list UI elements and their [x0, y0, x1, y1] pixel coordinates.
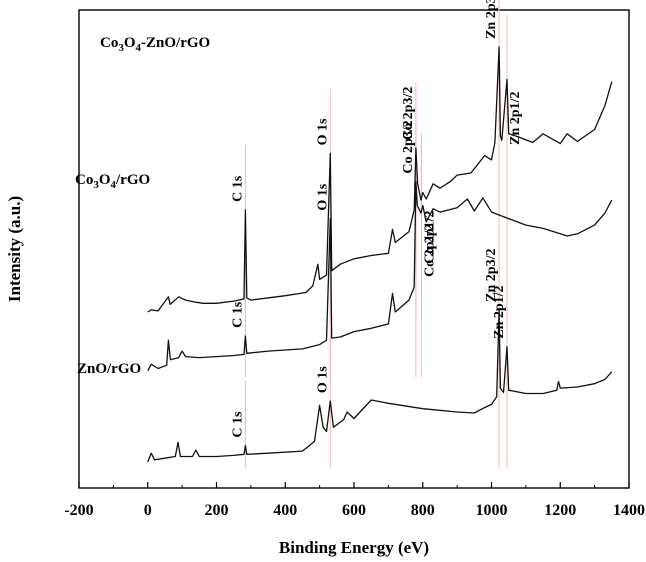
- peak-label: O 1s: [315, 366, 330, 393]
- x-axis: -200 0 200 400 600 800 1000 1200 1400: [64, 482, 645, 519]
- x-tick-label: 1000: [476, 502, 508, 519]
- x-tick-label: 1200: [544, 502, 576, 519]
- x-tick-label: 600: [342, 502, 366, 519]
- peak-label: Zn 2p1/2: [492, 285, 507, 338]
- peak-label: C 1s: [230, 175, 245, 202]
- peak-label: C 1s: [230, 411, 245, 438]
- x-tick-label: 800: [411, 502, 435, 519]
- peak-label: Co 2p1/2: [422, 211, 437, 264]
- sample-label: Co3O4-ZnO/rGO: [100, 35, 210, 54]
- spectrum-line: [147, 180, 613, 372]
- peak-label: Zn 2p3/2: [484, 249, 499, 302]
- plot-frame: [78, 9, 630, 489]
- peak-label: C 1s: [230, 301, 245, 328]
- peak-annotations: C 1sO 1s Co 2p3/2Co 2p1/2Zn 2p3/2Zn 2p1/2…: [230, 0, 523, 438]
- reference-lines: [244, 0, 508, 469]
- spectra: [147, 46, 613, 463]
- x-tick-label: 200: [205, 502, 229, 519]
- peak-label: Zn 2p1/2: [508, 92, 523, 145]
- peak-label: Co 2p3/2: [401, 87, 416, 140]
- peak-label: O 1s: [315, 118, 330, 145]
- peak-label: O 1s: [315, 183, 330, 210]
- peak-label: Zn 2p3/2: [484, 0, 499, 39]
- sample-label: Co3O4/rGO: [75, 172, 150, 191]
- sample-labels: Co3O4-ZnO/rGO Co3O4/rGO ZnO/rGO: [75, 35, 210, 377]
- peak-label: Co 2p3/2: [401, 120, 416, 173]
- spectrum-line: [147, 46, 613, 313]
- y-axis-title: Intensity (a.u.): [5, 196, 24, 302]
- x-tick-label: -200: [64, 502, 93, 519]
- peak-label: Co 2p1/2: [422, 224, 437, 277]
- sample-label: ZnO/rGO: [77, 361, 141, 377]
- x-axis-title: Binding Energy (eV): [279, 538, 429, 557]
- x-tick-label: 400: [273, 502, 297, 519]
- spectrum-line: [147, 309, 613, 463]
- plot-border: [78, 9, 630, 489]
- x-tick-label: 0: [144, 502, 152, 519]
- x-tick-label: 1400: [613, 502, 645, 519]
